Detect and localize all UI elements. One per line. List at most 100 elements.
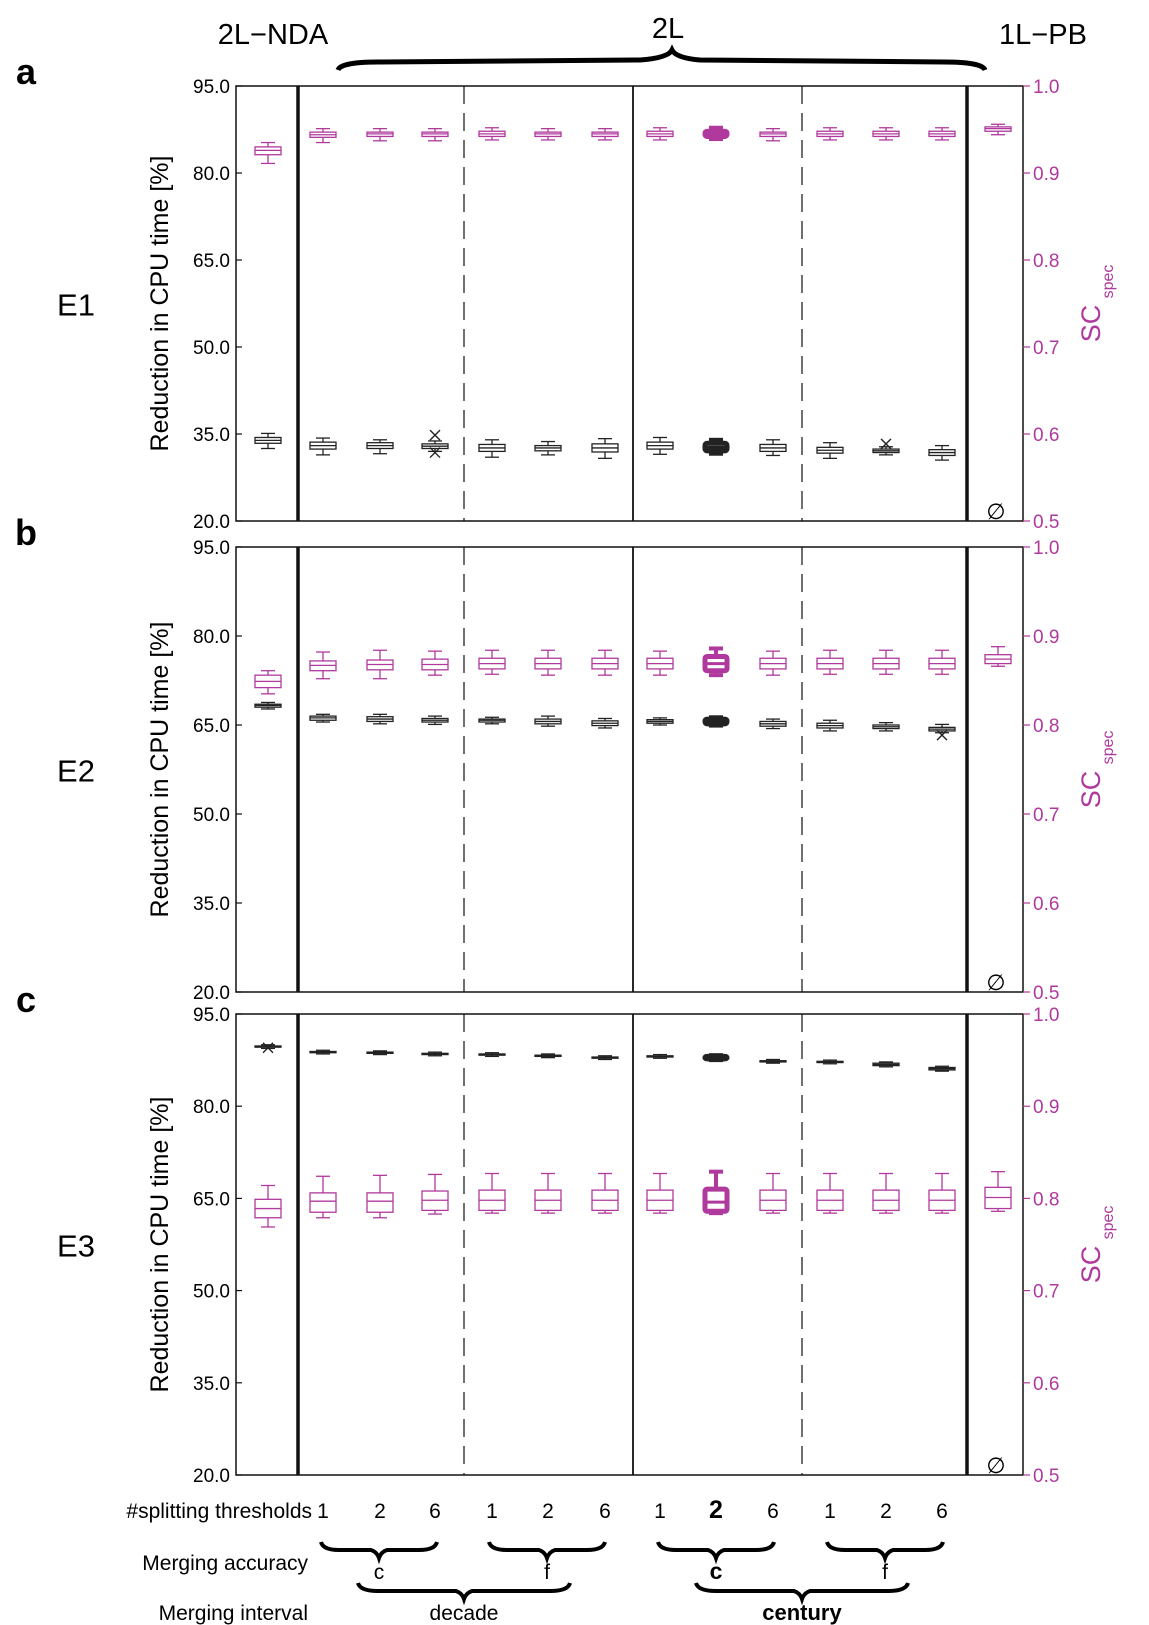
accuracy-value: f [882,1561,888,1584]
box-iqr [309,1192,337,1213]
box-plot [478,1172,506,1214]
box-plot [928,1065,956,1072]
left-tick-label: 50.0 [193,805,230,826]
panel-b: 95.0 80.0 65.0 50.0 35.0 20.0 1.0 0.9 0.8 0.7 0.6 0… [15,512,1117,1004]
header-2l: 2L [652,13,684,45]
panel-letter: a [16,51,37,92]
box-plot [254,1042,282,1054]
right-tick-label: 0.9 [1033,1097,1059,1118]
box-plot [309,437,337,456]
y-axis-label-right: SC [1076,771,1106,809]
right-tick-label: 0.7 [1033,805,1059,826]
right-tick-label: 1.0 [1033,538,1059,559]
right-tick-label: 0.6 [1033,425,1059,446]
box-plot [591,717,619,729]
box-plot [702,1169,730,1216]
right-tick-label: 0.9 [1033,627,1059,648]
interval-label: Merging interval [159,1602,308,1625]
y-axis-label-right: SC [1076,1246,1106,1284]
plot-frame [235,546,1024,993]
box-plot [478,1052,506,1058]
left-tick-label: 95.0 [193,538,230,559]
box-plot [646,1053,674,1059]
box-plot [816,1059,844,1065]
left-tick-label: 20.0 [193,983,230,1004]
accuracy-brace [656,1541,776,1565]
box-plot [421,1051,449,1057]
y-axis-label-right: SC [1076,305,1106,343]
box-plot [309,1049,337,1055]
left-tick-label: 65.0 [193,251,230,272]
panel-letter: b [15,512,37,553]
y-axis-label-right-sub: spec [1100,265,1117,299]
box-plot [759,1058,787,1064]
box-plot [366,649,394,680]
box-plot [366,1174,394,1219]
box-plot [421,1173,449,1215]
box-plot [702,125,730,142]
y-axis-label-left: Reduction in CPU time [%] [146,622,174,918]
left-tick-label: 65.0 [193,1189,230,1210]
box-plot [534,1053,562,1059]
box-plot [646,1172,674,1214]
right-tick-label: 0.5 [1033,983,1059,1004]
box-plot [872,1061,900,1068]
splitting-value: 2 [374,1500,386,1523]
left-tick-label: 80.0 [193,627,230,648]
box-plot [816,719,844,732]
box-plot [759,127,787,142]
box-plot [872,721,900,732]
box-iqr [366,1192,394,1213]
right-tick-label: 0.8 [1033,1189,1059,1210]
splitting-value: 2 [880,1500,892,1523]
interval-brace [694,1582,910,1606]
left-tick-label: 35.0 [193,425,230,446]
null-symbol: ∅ [986,1453,1005,1478]
null-symbol: ∅ [986,499,1005,524]
box-plot [984,1171,1012,1212]
box-plot [254,141,282,165]
box-plot [254,1184,282,1228]
box-plot [872,438,900,456]
box-iqr [702,1186,730,1214]
box-plot [816,442,844,460]
box-plot [591,127,619,141]
box-plot [759,650,787,676]
y-axis-label-right-sub: spec [1100,1206,1117,1240]
box-plot [702,437,730,456]
box-plot [591,1055,619,1061]
right-tick-label: 1.0 [1033,1005,1059,1026]
box-plot [928,444,956,461]
box-plot [534,1172,562,1214]
splitting-value: 1 [486,1500,498,1523]
box-plot [591,437,619,460]
box-plot [478,649,506,675]
header-1l-pb: 1L−PB [999,19,1087,51]
interval-brace [356,1582,572,1606]
box-plot [366,127,394,142]
box-plot [591,1172,619,1214]
box-plot [816,649,844,675]
left-tick-label: 80.0 [193,1097,230,1118]
right-tick-label: 0.6 [1033,894,1059,915]
interval-value: century [762,1600,842,1625]
box-plot [366,1050,394,1056]
box-plot [816,127,844,141]
splitting-value: 6 [429,1500,441,1523]
left-tick-label: 65.0 [193,716,230,737]
box-plot [759,439,787,457]
panel-letter: c [16,979,36,1020]
box-plot [759,718,787,730]
box-outlier [429,429,441,441]
splitting-value: 1 [317,1500,329,1523]
accuracy-label: Merging accuracy [142,1552,308,1575]
panel-a: 95.0 80.0 65.0 50.0 35.0 20.0 1.0 0.9 0.8 0.7 0.6 0… [16,51,1117,533]
y-axis-label-left: Reduction in CPU time [%] [146,156,174,452]
left-tick-label: 95.0 [193,77,230,98]
box-plot [591,649,619,676]
box-plot [534,127,562,141]
null-symbol: ∅ [986,970,1005,995]
right-tick-label: 0.7 [1033,1282,1059,1303]
